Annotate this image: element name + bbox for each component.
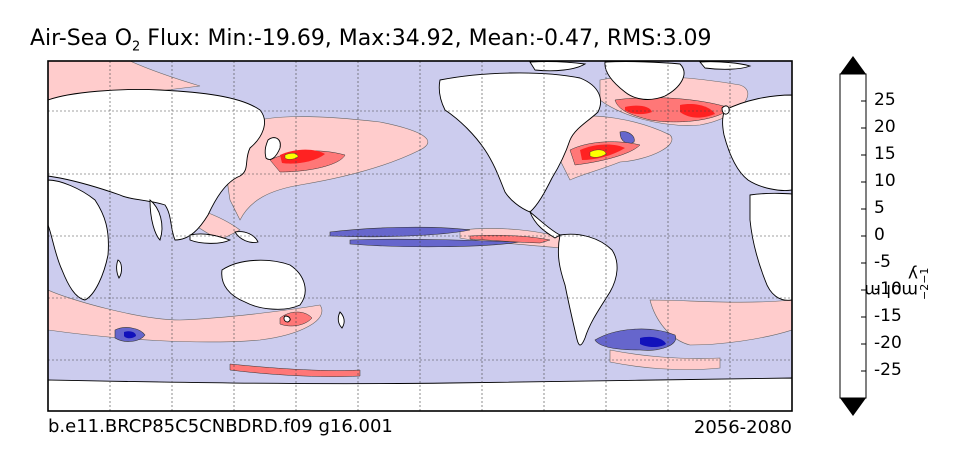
colorbar-tick-label: 25 [874,90,896,110]
flux-band-max [284,149,607,160]
colorbar-tick-label: -20 [874,333,902,353]
map-panel [48,61,792,411]
colorbar-tick-label: 10 [874,171,896,191]
flux-band-neg10-neg15 [124,331,666,347]
graticule [48,61,792,411]
colorbar-extend-max [840,56,866,74]
map-frame [47,60,793,412]
colorbar-tick-label: -5 [874,252,891,272]
colorbar-tick-label: 5 [874,198,885,218]
colorbar-tick-label: -10 [874,279,902,299]
colorbar-tick-label: 15 [874,144,896,164]
figure-title: Air-Sea O2 Flux: Min:-19.69, Max:34.92, … [30,26,712,55]
colorbar-tick-label: 20 [874,117,896,137]
colorbar [839,56,867,416]
colorbar-tick-label: -15 [874,306,902,326]
colorbar-extend-min [840,398,866,416]
year-range: 2056-2080 [693,417,792,438]
case-name: b.e11.BRCP85C5CNBDRD.f09 g16.001 [48,416,393,437]
colorbar-tick-label: -25 [874,360,902,380]
colorbar-tick-label: 0 [874,225,885,245]
